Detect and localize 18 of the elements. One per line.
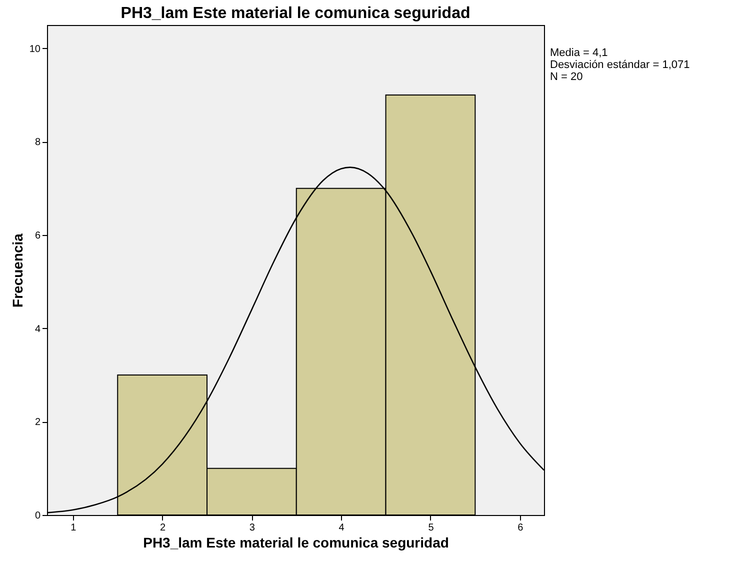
x-tick-label: 5 <box>428 522 434 534</box>
x-tick-label: 1 <box>70 522 77 534</box>
text: N = 20 <box>550 71 583 83</box>
x-tick-label: 3 <box>249 522 256 534</box>
y-tick-label: 6 <box>34 230 41 242</box>
y-tick-label: 2 <box>34 417 41 428</box>
x-axis-title: PH3_lam Este material le comunica seguridad <box>143 534 449 550</box>
text: Desviación estándar = 1,071 <box>550 59 690 71</box>
chart-title: PH3_lam Este material le comunica seguridad <box>120 5 470 22</box>
x-tick-label: 4 <box>338 522 345 534</box>
x-tick-label: 2 <box>160 522 166 534</box>
y-tick-label: 10 <box>29 44 41 55</box>
y-tick-label: 0 <box>34 510 41 522</box>
y-tick-label: 4 <box>34 324 41 335</box>
text: Media = 4,1 <box>550 47 608 59</box>
y-tick-label: 8 <box>34 137 41 148</box>
x-tick-label: 6 <box>518 522 524 534</box>
y-axis-title: Frecuencia <box>9 233 26 308</box>
